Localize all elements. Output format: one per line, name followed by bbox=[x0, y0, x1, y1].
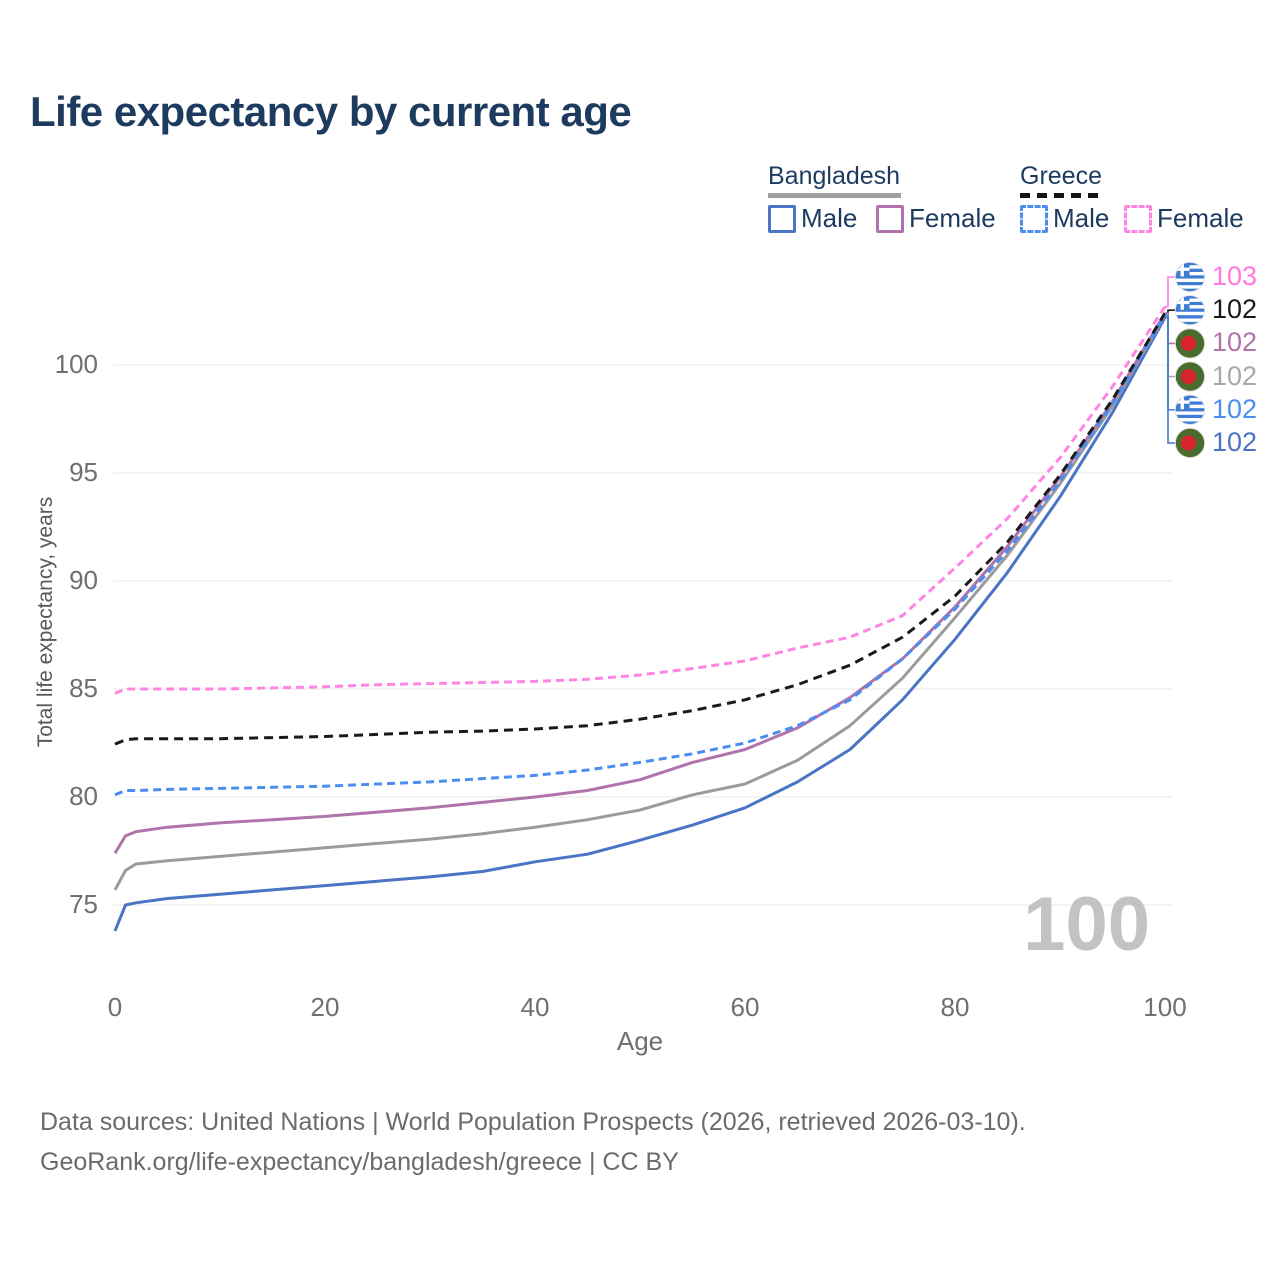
legend-country-bangladesh[interactable]: Bangladesh bbox=[768, 162, 901, 190]
x-tick-label-20: 20 bbox=[310, 992, 340, 1022]
x-tick-label-80: 80 bbox=[940, 992, 970, 1022]
leader-line-bd_male bbox=[1165, 316, 1175, 444]
series-line-gr_total bbox=[114, 312, 1167, 746]
greece-female-swatch-icon bbox=[1124, 204, 1152, 233]
leader-line-bd_total bbox=[1165, 314, 1175, 378]
greece-male-swatch-icon bbox=[1020, 204, 1048, 233]
series-line-gr_female bbox=[114, 305, 1167, 695]
y-tick-label-90: 90 bbox=[69, 565, 98, 595]
endpoint-value-gr_female: 103 bbox=[1212, 261, 1258, 291]
legend-label-male: Male bbox=[801, 203, 858, 233]
y-tick-label-95: 95 bbox=[69, 457, 98, 487]
page-title: Life expectancy by current age bbox=[30, 88, 632, 135]
y-axis-title: Total life expectancy, years bbox=[34, 496, 57, 748]
bangladesh-flag-icon bbox=[1174, 328, 1206, 359]
series-line-gr_male bbox=[114, 314, 1167, 797]
data-sources-text: Data sources: United Nations | World Pop… bbox=[40, 1108, 1026, 1136]
legend-country-greece[interactable]: Greece bbox=[1020, 162, 1102, 190]
legend-item-greece-male[interactable]: Male bbox=[1020, 203, 1109, 234]
greece-total-line-key bbox=[1020, 193, 1105, 198]
greece-flag-icon bbox=[1174, 295, 1206, 326]
attribution-url-text: GeoRank.org/life-expectancy/bangladesh/g… bbox=[40, 1148, 679, 1176]
series-line-bd_total bbox=[113, 314, 1167, 891]
bangladesh-flag-icon bbox=[1174, 427, 1206, 459]
legend-item-greece-female[interactable]: Female bbox=[1124, 203, 1244, 234]
y-tick-label-85: 85 bbox=[69, 673, 98, 703]
greece-flag-icon bbox=[1174, 261, 1206, 293]
leader-line-gr_female bbox=[1165, 276, 1175, 308]
endpoint-value-bd_total: 102 bbox=[1212, 360, 1258, 391]
bangladesh-female-swatch-icon bbox=[876, 204, 904, 233]
y-tick-label-80: 80 bbox=[69, 781, 98, 811]
x-axis-title: Age bbox=[616, 1026, 664, 1056]
x-tick-label-40: 40 bbox=[520, 992, 550, 1022]
bangladesh-flag-icon bbox=[1174, 361, 1206, 392]
series-line-bd_female bbox=[113, 312, 1167, 854]
leader-line-gr_male bbox=[1165, 314, 1175, 411]
endpoint-value-gr_total: 102 bbox=[1212, 294, 1258, 325]
greece-flag-icon bbox=[1174, 394, 1206, 425]
x-tick-label-0: 0 bbox=[107, 992, 123, 1022]
y-tick-label-75: 75 bbox=[69, 889, 98, 919]
legend-label-female: Female bbox=[909, 203, 996, 233]
bangladesh-male-swatch-icon bbox=[768, 204, 796, 233]
x-tick-label-100: 100 bbox=[1143, 992, 1187, 1022]
legend-label-male: Male bbox=[1053, 203, 1110, 233]
age-counter-watermark: 100 bbox=[1023, 882, 1150, 967]
series-line-bd_male bbox=[113, 316, 1167, 932]
x-tick-label-60: 60 bbox=[730, 992, 760, 1022]
legend-item-bangladesh-male[interactable]: Male bbox=[768, 203, 857, 234]
bangladesh-total-line-key bbox=[768, 193, 901, 198]
endpoint-value-bd_female: 102 bbox=[1212, 327, 1258, 358]
endpoint-value-gr_male: 102 bbox=[1212, 393, 1258, 424]
endpoint-value-bd_male: 102 bbox=[1212, 427, 1258, 457]
legend-label-female: Female bbox=[1157, 203, 1244, 233]
legend-item-bangladesh-female[interactable]: Female bbox=[876, 203, 996, 234]
y-tick-label-100: 100 bbox=[54, 349, 98, 379]
